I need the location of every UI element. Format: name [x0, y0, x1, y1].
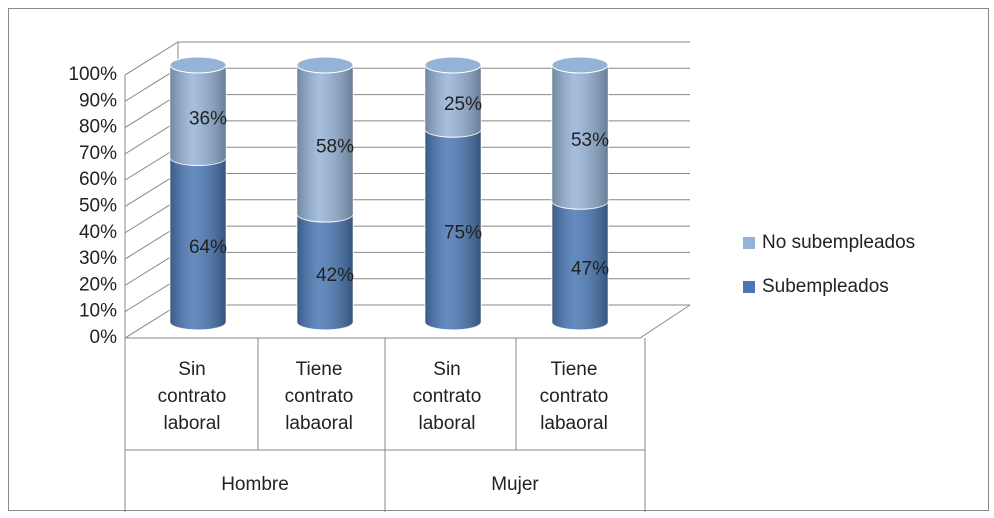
bar-shade	[297, 57, 353, 223]
data-label: 47%	[571, 259, 609, 280]
y-tick-label: 30%	[79, 248, 117, 269]
cylinder-cap	[424, 56, 482, 74]
x-tick-label: Sin contrato laboral	[157, 359, 227, 434]
y-tick-label: 90%	[79, 90, 117, 111]
group-label: Hombre	[221, 474, 289, 495]
y-tick-label: 0%	[90, 327, 118, 348]
data-label: 58%	[316, 137, 354, 158]
bar-shade	[552, 57, 608, 210]
data-label: 36%	[189, 108, 227, 129]
y-tick-label: 20%	[79, 274, 117, 295]
bar-shade	[297, 206, 353, 330]
category-axis	[124, 304, 691, 512]
y-tick-label: 100%	[68, 64, 117, 85]
y-tick-label: 50%	[79, 196, 117, 217]
bar-shade	[170, 149, 227, 330]
cylinder-cap	[296, 56, 354, 74]
y-tick-label: 70%	[79, 143, 117, 164]
data-label: 64%	[189, 237, 227, 258]
cylinder-cap	[551, 56, 609, 74]
legend-label: No subempleados	[762, 232, 915, 253]
cylinder-cap	[169, 56, 227, 74]
y-tick-label: 10%	[79, 301, 117, 322]
legend-swatch	[743, 237, 755, 249]
bar-shade	[425, 57, 481, 138]
chart-border	[8, 8, 989, 511]
floor-edge	[125, 304, 691, 339]
bar-shade	[170, 57, 227, 166]
y-tick-label: 60%	[79, 169, 117, 190]
x-tick-label: Tiene contrato labaoral	[539, 359, 609, 434]
data-label: 75%	[444, 223, 482, 244]
x-tick-label: Tiene contrato labaoral	[284, 359, 354, 434]
x-tick-label: Sin contrato laboral	[412, 359, 482, 434]
data-label: 25%	[444, 94, 482, 115]
y-tick-label: 80%	[79, 117, 117, 138]
data-label: 53%	[571, 130, 609, 151]
group-label: Mujer	[491, 474, 539, 495]
bar-shade	[552, 193, 608, 330]
data-label: 42%	[316, 265, 354, 286]
legend-swatch	[743, 281, 755, 293]
bar-shade	[425, 121, 481, 330]
legend-label: Subempleados	[762, 276, 889, 297]
y-tick-label: 40%	[79, 222, 117, 243]
